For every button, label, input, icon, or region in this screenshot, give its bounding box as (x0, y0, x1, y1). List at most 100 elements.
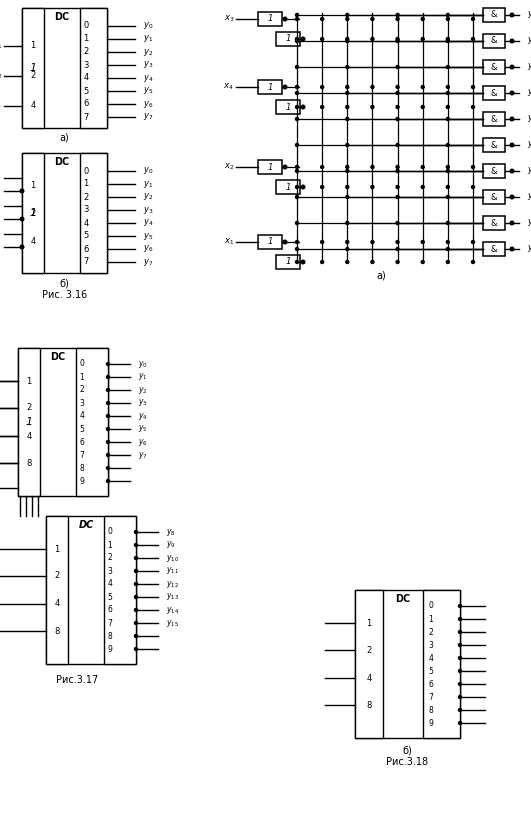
Circle shape (421, 85, 424, 89)
Text: DC: DC (79, 520, 93, 530)
Circle shape (321, 106, 323, 108)
Text: $x_2$: $x_2$ (0, 201, 2, 211)
Text: 4: 4 (83, 73, 89, 82)
Bar (22, 8, 44, 128)
Text: &: & (491, 11, 497, 20)
Text: $y_0$: $y_0$ (527, 10, 531, 20)
Text: 7: 7 (108, 619, 113, 628)
Text: 1: 1 (429, 615, 433, 624)
Text: $y_0$: $y_0$ (143, 166, 153, 176)
Text: $y_9$: $y_9$ (166, 540, 176, 550)
Text: $y_0$: $y_0$ (138, 359, 148, 369)
Bar (483, 190, 505, 204)
Text: 9: 9 (108, 645, 113, 654)
Circle shape (447, 144, 449, 146)
Bar (258, 160, 282, 174)
Circle shape (283, 17, 287, 21)
Text: 1: 1 (285, 182, 290, 192)
Text: $y_7$: $y_7$ (143, 256, 153, 267)
Circle shape (396, 144, 399, 146)
Text: Рис. 3.16: Рис. 3.16 (42, 290, 87, 300)
Circle shape (371, 185, 374, 189)
Bar (22, 8, 107, 128)
Circle shape (447, 92, 449, 94)
Circle shape (346, 241, 349, 244)
Text: Рис.3.17: Рис.3.17 (56, 675, 98, 685)
Circle shape (396, 221, 399, 224)
Text: $y_3$: $y_3$ (143, 205, 153, 215)
Text: 3: 3 (80, 398, 84, 407)
Circle shape (458, 669, 461, 672)
Circle shape (295, 40, 298, 42)
Text: 0: 0 (108, 528, 113, 537)
Circle shape (396, 106, 399, 108)
Circle shape (447, 66, 449, 68)
Circle shape (346, 144, 349, 146)
Circle shape (346, 185, 349, 189)
Text: 1: 1 (285, 102, 290, 111)
Circle shape (396, 85, 399, 89)
Text: &: & (491, 141, 497, 150)
Circle shape (321, 85, 323, 89)
Text: 3: 3 (83, 60, 89, 69)
Text: $y_4$: $y_4$ (138, 411, 148, 421)
Circle shape (107, 376, 109, 379)
Circle shape (346, 195, 349, 198)
Circle shape (301, 185, 305, 189)
Bar (80, 153, 107, 273)
Circle shape (458, 708, 461, 711)
Text: 1: 1 (285, 34, 290, 44)
Circle shape (510, 117, 514, 121)
Text: 1: 1 (27, 376, 32, 385)
Circle shape (472, 241, 475, 244)
Text: $y_9$: $y_9$ (527, 244, 531, 254)
Circle shape (421, 260, 424, 263)
Text: $y_{14}$: $y_{14}$ (166, 605, 179, 615)
Bar (483, 112, 505, 126)
Text: $y_5$: $y_5$ (138, 424, 148, 434)
Circle shape (134, 608, 138, 611)
Circle shape (346, 85, 349, 89)
Circle shape (510, 65, 514, 69)
Text: $y_6$: $y_6$ (143, 244, 153, 254)
Text: 0: 0 (429, 602, 433, 611)
Circle shape (321, 241, 323, 244)
Text: &: & (491, 115, 497, 124)
Text: 2: 2 (83, 47, 89, 56)
Circle shape (421, 18, 424, 20)
Circle shape (295, 118, 298, 120)
Text: &: & (491, 37, 497, 46)
Circle shape (134, 582, 138, 585)
Text: $y_{10}$: $y_{10}$ (166, 553, 179, 563)
Text: 1: 1 (267, 163, 273, 172)
Text: 0: 0 (80, 359, 84, 368)
Circle shape (283, 165, 287, 169)
Text: 1: 1 (25, 417, 32, 427)
Text: 6: 6 (429, 680, 433, 689)
Circle shape (295, 221, 298, 224)
Bar (483, 60, 505, 74)
Circle shape (458, 644, 461, 646)
Circle shape (510, 221, 514, 225)
Bar (483, 34, 505, 48)
Circle shape (371, 37, 374, 41)
Text: 1: 1 (83, 34, 89, 44)
Text: 3: 3 (108, 567, 113, 576)
Circle shape (396, 247, 399, 250)
Circle shape (510, 39, 514, 43)
Bar (18, 348, 40, 496)
Text: $y_7$: $y_7$ (527, 192, 531, 202)
Circle shape (283, 240, 287, 244)
Circle shape (447, 14, 449, 16)
Circle shape (346, 40, 349, 42)
Text: 3: 3 (429, 641, 433, 650)
Circle shape (458, 618, 461, 620)
Text: 9: 9 (429, 719, 433, 728)
Bar (276, 100, 300, 114)
Text: $y_8$: $y_8$ (166, 527, 176, 537)
Circle shape (447, 260, 449, 263)
Circle shape (346, 14, 349, 16)
Text: $y_8$: $y_8$ (527, 218, 531, 228)
Circle shape (447, 247, 449, 250)
Circle shape (20, 217, 24, 221)
